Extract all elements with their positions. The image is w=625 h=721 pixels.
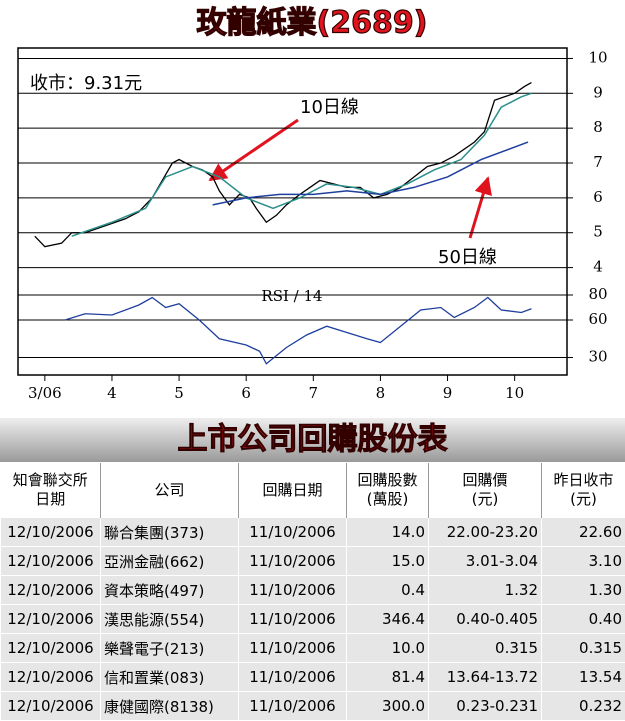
table-cell: 12/10/2006 — [1, 605, 101, 634]
y-tick-label: 30 — [588, 348, 607, 366]
table-cell: 亞洲金融(662) — [101, 547, 239, 576]
buyback-table: 知會聯交所 日期公司回購日期回購股數 (萬股)回購價 (元)昨日收市 (元)12… — [0, 463, 625, 721]
column-header: 昨日收市 (元) — [542, 463, 625, 518]
table-cell: 81.4 — [347, 663, 429, 692]
y-tick-label: 6 — [593, 188, 603, 206]
table-cell: 康健國際(8138) — [101, 692, 239, 721]
x-tick-label: 5 — [174, 384, 184, 402]
column-header: 回購日期 — [239, 463, 347, 518]
table-cell: 漢思能源(554) — [101, 605, 239, 634]
chart-title: 玫龍紙業(2689) — [197, 6, 428, 41]
table-cell: 0.40 — [542, 605, 625, 634]
table-cell: 信和置業(083) — [101, 663, 239, 692]
table-cell: 13.54 — [542, 663, 625, 692]
table-cell: 11/10/2006 — [239, 576, 347, 605]
table-cell: 樂聲電子(213) — [101, 634, 239, 663]
plot-frame — [18, 48, 567, 375]
annotation: 收市：9.31元 — [30, 73, 142, 94]
table-cell: 11/10/2006 — [239, 663, 347, 692]
table-cell: 14.0 — [347, 518, 429, 547]
table-cell: 3.10 — [542, 547, 625, 576]
y-tick-label: 80 — [588, 285, 607, 303]
panel-title: RSI / 14 — [261, 287, 322, 305]
table-cell: 300.0 — [347, 692, 429, 721]
table-cell: 22.00-23.20 — [429, 518, 542, 547]
chart: 玫龍紙業(2689) 收市：9.31元 10日線 50日線 4 5 6 7 8 9 10 30… — [0, 0, 625, 415]
table-cell: 22.60 — [542, 518, 625, 547]
x-tick-label: 10 — [505, 384, 524, 402]
table-title: 上市公司回購股份表 — [0, 418, 625, 462]
y-tick-label: 9 — [593, 83, 603, 101]
column-header: 回購股數 (萬股) — [347, 463, 429, 518]
table-cell: 0.4 — [347, 576, 429, 605]
table-cell: 0.23-0.231 — [429, 692, 542, 721]
table-cell: 11/10/2006 — [239, 518, 347, 547]
arrow — [470, 178, 488, 238]
table-cell: 1.30 — [542, 576, 625, 605]
column-header: 回購價 (元) — [429, 463, 542, 518]
table-cell: 11/10/2006 — [239, 547, 347, 576]
table-cell: 12/10/2006 — [1, 518, 101, 547]
y-tick-label: 5 — [593, 223, 603, 241]
y-tick-label: 4 — [593, 258, 603, 276]
table-cell: 11/10/2006 — [239, 605, 347, 634]
x-tick-label: 4 — [107, 384, 117, 402]
annotation: 10日線 — [300, 97, 359, 118]
x-tick-label: 6 — [241, 384, 251, 402]
x-tick-label: 8 — [376, 384, 386, 402]
table-cell: 10.0 — [347, 634, 429, 663]
table-cell: 15.0 — [347, 547, 429, 576]
table-cell: 0.40-0.405 — [429, 605, 542, 634]
arrow — [210, 120, 298, 180]
y-tick-label: 10 — [588, 48, 607, 66]
annotation: 50日線 — [438, 247, 497, 268]
table-cell: 3.01-3.04 — [429, 547, 542, 576]
table-cell: 11/10/2006 — [239, 634, 347, 663]
y-tick-label: 7 — [593, 153, 603, 171]
table-cell: 12/10/2006 — [1, 576, 101, 605]
column-header: 公司 — [101, 463, 239, 518]
table-cell: 0.232 — [542, 692, 625, 721]
table-cell: 12/10/2006 — [1, 663, 101, 692]
x-tick-label: 9 — [443, 384, 453, 402]
y-tick-label: 60 — [588, 310, 607, 328]
table-cell: 346.4 — [347, 605, 429, 634]
table-cell: 0.315 — [542, 634, 625, 663]
table-cell: 12/10/2006 — [1, 547, 101, 576]
table-cell: 聯合集團(373) — [101, 518, 239, 547]
table-cell: 資本策略(497) — [101, 576, 239, 605]
x-tick-label: 7 — [309, 384, 319, 402]
table-cell: 12/10/2006 — [1, 692, 101, 721]
y-tick-label: 8 — [593, 118, 603, 136]
x-tick-label: 3/06 — [28, 384, 62, 402]
table-cell: 0.315 — [429, 634, 542, 663]
series-line — [35, 83, 532, 247]
table-cell: 11/10/2006 — [239, 692, 347, 721]
column-header: 知會聯交所 日期 — [1, 463, 101, 518]
table-cell: 13.64-13.72 — [429, 663, 542, 692]
table-cell: 1.32 — [429, 576, 542, 605]
header-row: 知會聯交所 日期公司回購日期回購股數 (萬股)回購價 (元)昨日收市 (元) — [1, 463, 625, 518]
series-line — [65, 298, 531, 364]
table-cell: 12/10/2006 — [1, 634, 101, 663]
